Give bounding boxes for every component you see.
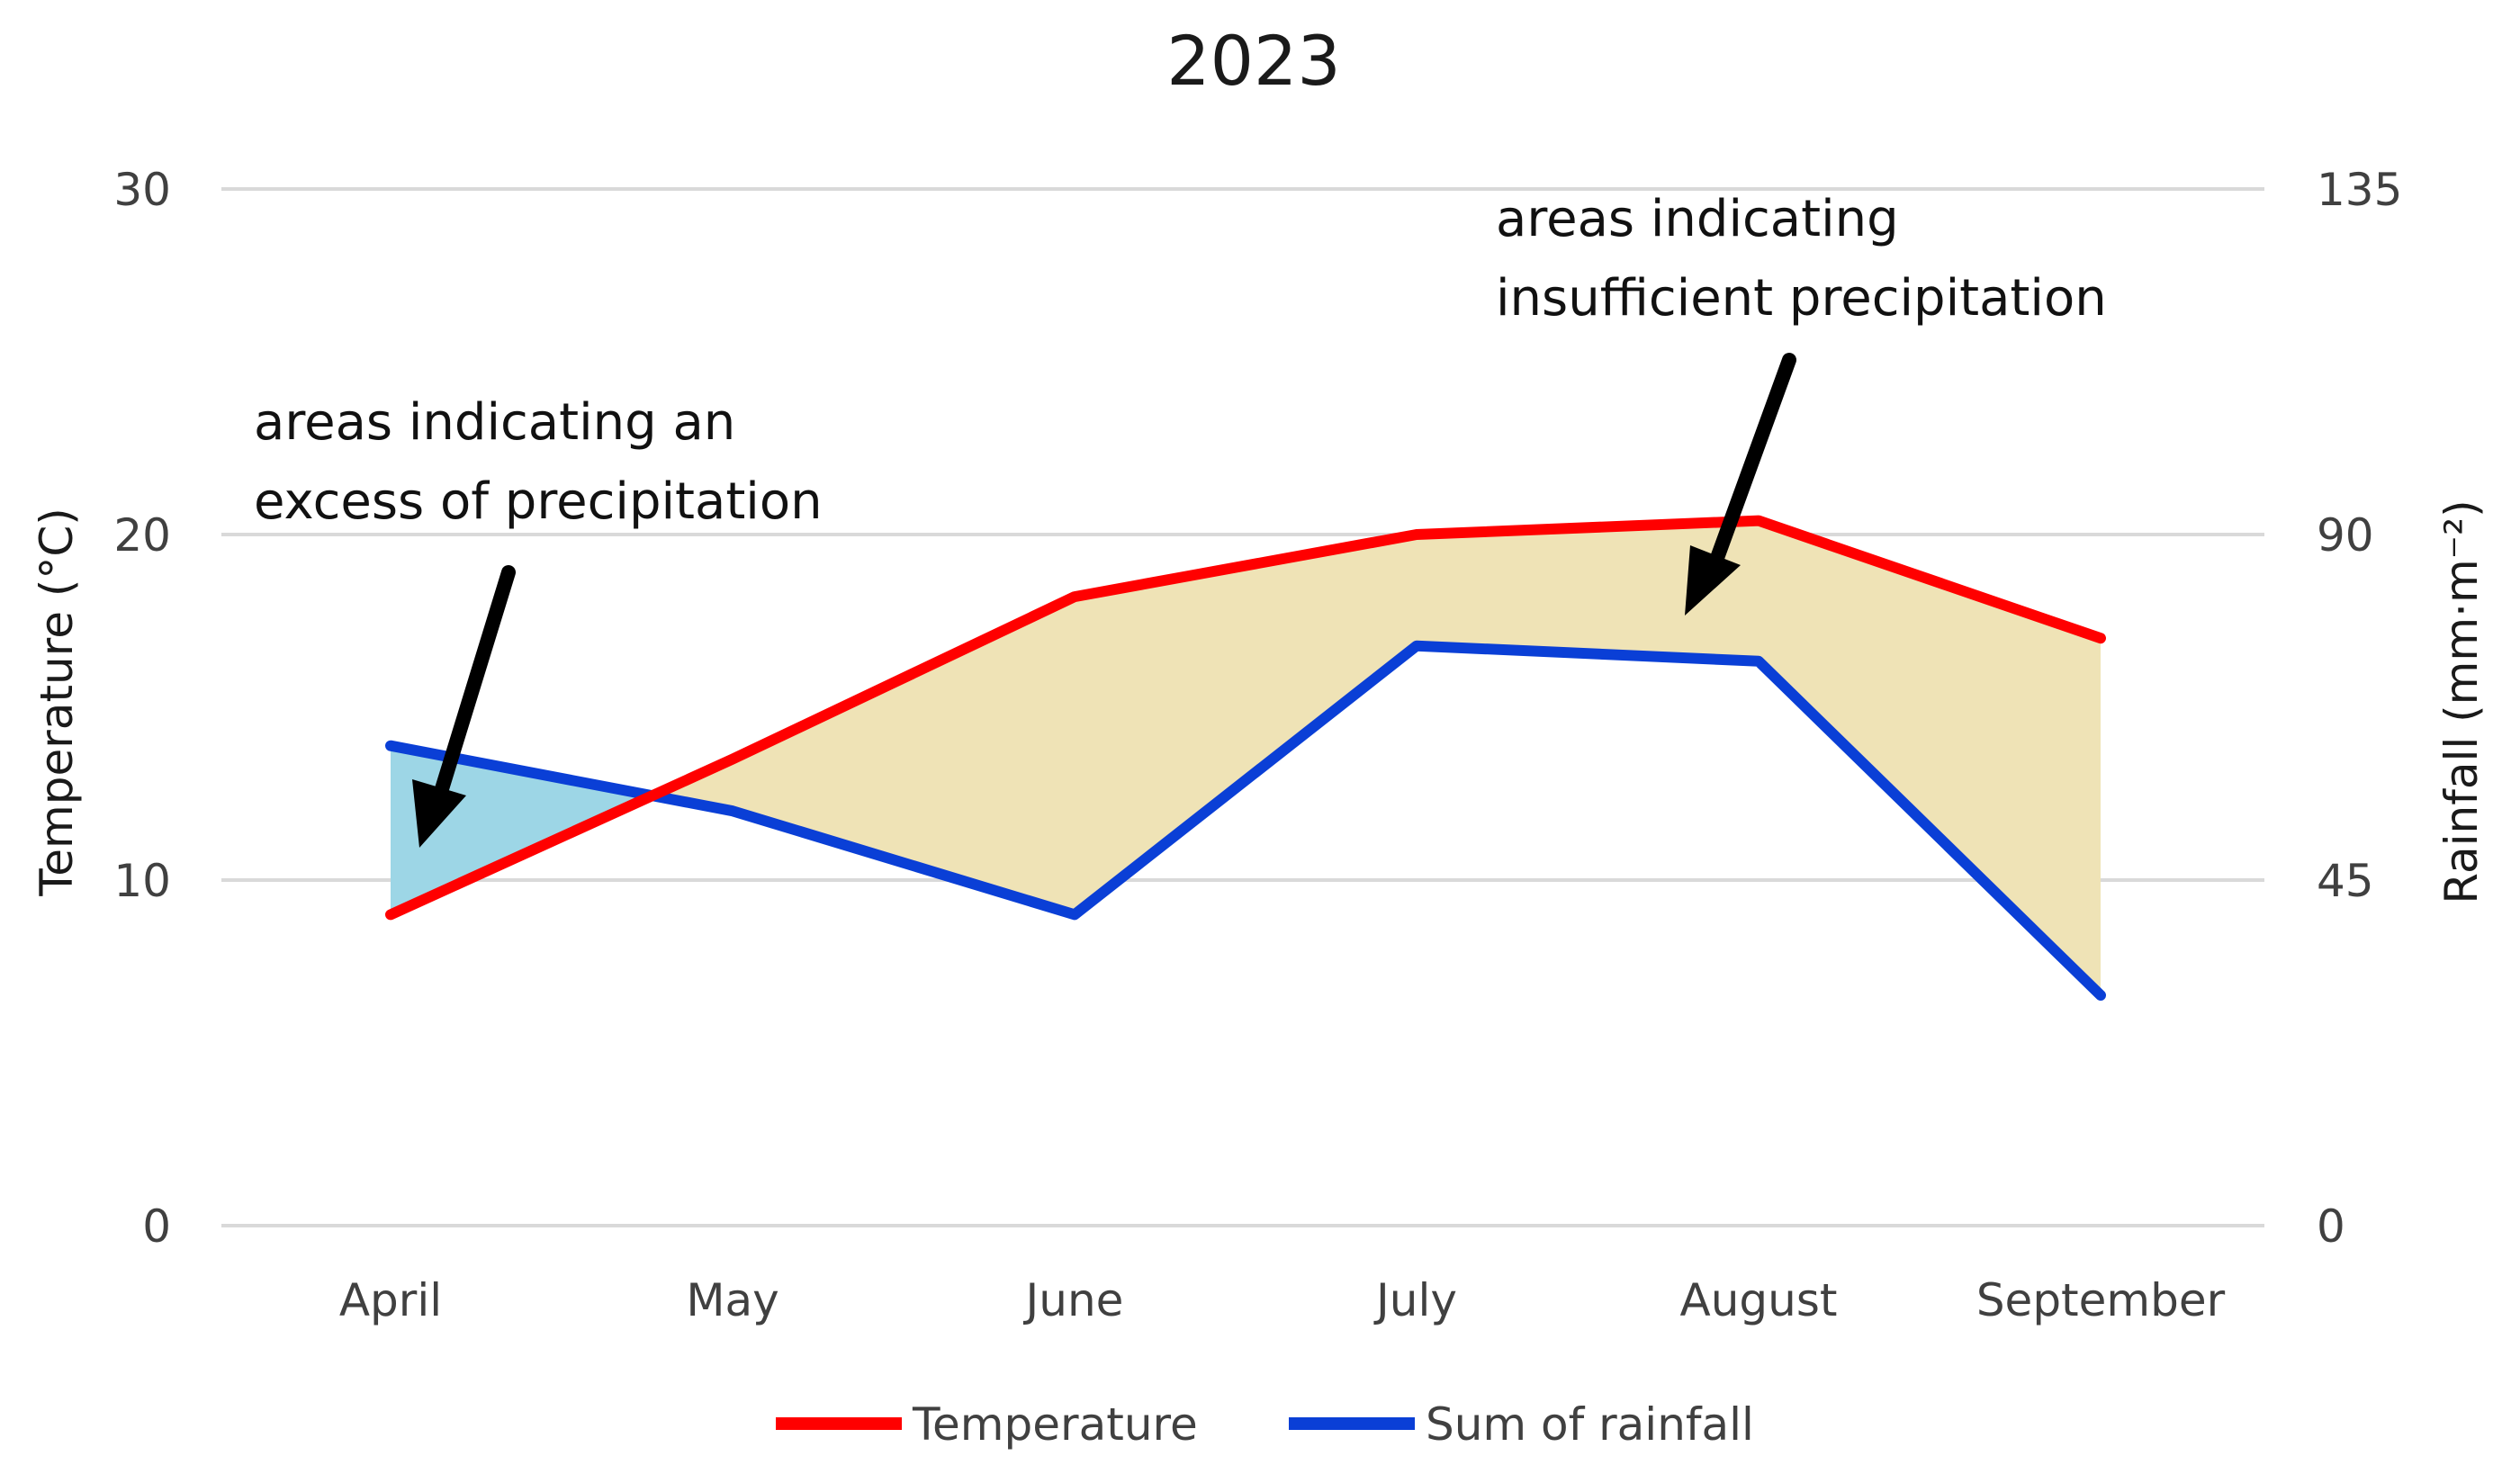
right-axis-label: Rainfall (mm·m⁻²): [2435, 499, 2488, 903]
left-axis-label: Temperature (°C): [31, 508, 83, 897]
annotation-insufficient: areas indicating insufficient precipitat…: [1496, 190, 2107, 616]
x-tick-label: June: [1023, 1274, 1124, 1326]
left-tick-label: 20: [113, 509, 171, 562]
gridlines: [221, 187, 2264, 1227]
series-lines: [385, 515, 2106, 1001]
right-tick-label: 135: [2317, 164, 2402, 216]
temperature-line: [385, 515, 2106, 921]
right-axis-ticks: 0 45 90 135: [2317, 164, 2402, 1253]
x-tick-label: April: [339, 1274, 442, 1326]
right-tick-label: 45: [2317, 855, 2374, 907]
annotation-excess-line-2: excess of precipitation: [254, 472, 823, 531]
annotation-excess-line-1: areas indicating an: [254, 393, 735, 452]
rainfall-line: [385, 640, 2106, 1001]
x-tick-label: July: [1373, 1274, 1457, 1326]
x-tick-label: May: [686, 1274, 778, 1326]
x-tick-label: September: [1976, 1274, 2226, 1326]
legend-temperature-label: Temperature: [912, 1398, 1198, 1451]
left-axis-ticks: 0 10 20 30: [113, 164, 171, 1253]
right-tick-label: 0: [2317, 1200, 2345, 1253]
annotation-excess-arrow-head: [412, 779, 466, 848]
annotation-insufficient-line-2: insufficient precipitation: [1496, 269, 2107, 328]
left-tick-label: 0: [142, 1200, 171, 1253]
fill-areas: [391, 520, 2101, 995]
legend-rainfall-label: Sum of rainfall: [1426, 1398, 1754, 1451]
x-axis-ticks: April May June July August September: [339, 1274, 2226, 1326]
legend: Temperature Sum of rainfall: [776, 1398, 1754, 1451]
chart-title: 2023: [1166, 21, 1340, 101]
right-tick-label: 90: [2317, 509, 2374, 562]
x-tick-label: August: [1680, 1274, 1838, 1326]
annotation-insufficient-line-1: areas indicating: [1496, 190, 1899, 248]
annotation-excess-arrow-shaft: [434, 565, 516, 799]
annotation-excess: areas indicating an excess of precipitat…: [254, 393, 823, 848]
annotation-insufficient-arrow-head: [1685, 545, 1741, 616]
left-tick-label: 30: [113, 164, 171, 216]
left-tick-label: 10: [113, 855, 171, 907]
annotation-insufficient-arrow-shaft: [1710, 353, 1796, 565]
insufficient-area: [652, 520, 2101, 995]
